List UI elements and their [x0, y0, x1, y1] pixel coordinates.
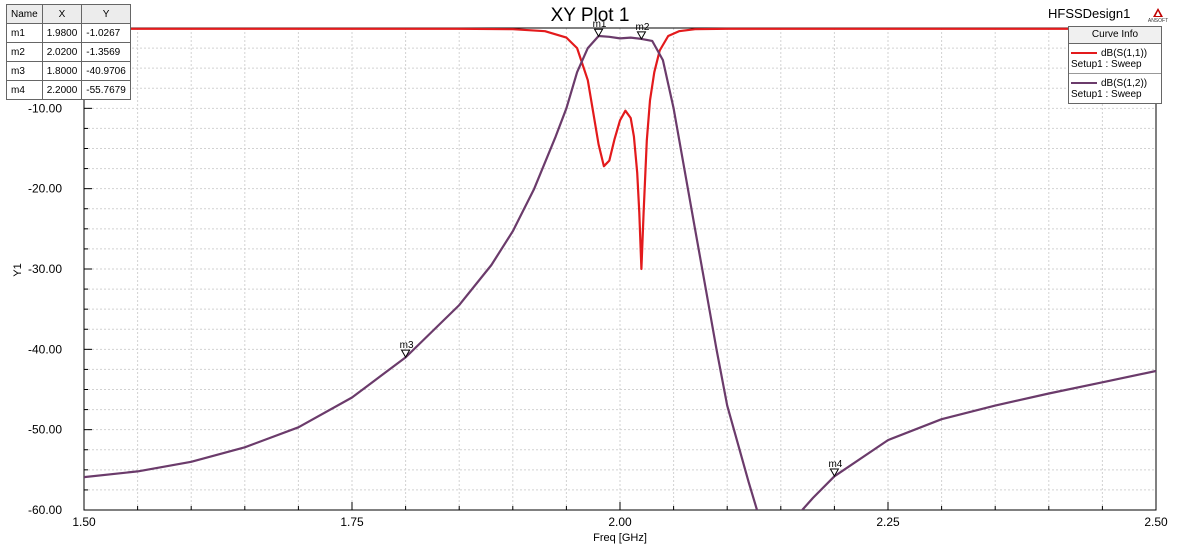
legend-title: Curve Info: [1069, 27, 1161, 44]
marker-row: m4 2.2000 -55.7679: [6, 80, 131, 100]
marker-label: m4: [828, 459, 842, 470]
marker-triangle-icon: [636, 31, 647, 40]
legend-series-name: dB(S(1,1)): [1101, 47, 1148, 59]
legend-entry-s11[interactable]: dB(S(1,1)) Setup1 : Sweep: [1069, 44, 1161, 74]
series-line-s11: [84, 27, 1156, 271]
ansoft-logo-text: ANSOFT: [1148, 18, 1168, 24]
chart-title: XY Plot 1: [551, 5, 630, 26]
marker-x: 1.8000: [41, 61, 83, 81]
legend[interactable]: Curve Info dB(S(1,1)) Setup1 : Sweep dB(…: [1068, 26, 1162, 104]
marker-table: Name X Y m1 1.9800 -1.0267 m2 2.0200 -1.…: [6, 4, 131, 100]
marker-row: m2 2.0200 -1.3569: [6, 42, 131, 62]
marker-name: m1: [6, 23, 43, 43]
markers: m1 m2 m3 m4: [400, 19, 843, 478]
series-lines: [84, 27, 1156, 510]
y-axis-label: Y1: [12, 263, 24, 276]
legend-swatch-s12: [1071, 82, 1097, 84]
x-tick-label: 2.00: [608, 515, 632, 529]
marker-row: m1 1.9800 -1.0267: [6, 23, 131, 43]
marker-x: 2.2000: [41, 80, 83, 100]
y-tick-label: -10.00: [28, 101, 62, 115]
marker-name: m3: [6, 61, 43, 81]
marker-x: 1.9800: [41, 23, 83, 43]
marker-triangle-icon: [829, 468, 840, 478]
marker-table-header-name: Name: [6, 4, 43, 24]
x-tick-label: 1.75: [340, 515, 364, 529]
marker-y: -40.9706: [81, 61, 131, 81]
legend-series-setup: Setup1 : Sweep: [1071, 89, 1142, 100]
marker-label: m2: [635, 22, 649, 33]
y-tick-label: -30.00: [28, 262, 62, 276]
x-tick-label: 1.50: [72, 515, 96, 529]
x-axis-label: Freq [GHz]: [593, 532, 647, 544]
marker-triangle-icon: [400, 349, 411, 359]
legend-series-name: dB(S(1,2)): [1101, 77, 1148, 89]
marker-triangle-icon: [593, 28, 604, 38]
marker-name: m4: [6, 80, 43, 100]
grid-lines: [84, 28, 1156, 510]
marker-table-header: Name X Y: [6, 4, 131, 24]
marker-table-header-x: X: [41, 4, 83, 24]
marker-x: 2.0200: [41, 42, 83, 62]
marker-label: m3: [400, 340, 414, 351]
design-name: HFSSDesign1: [1048, 6, 1130, 21]
ansoft-logo: ANSOFT: [1148, 8, 1168, 24]
y-tick-label: -40.00: [28, 342, 62, 356]
marker-table-header-y: Y: [81, 4, 131, 24]
marker-name: m2: [6, 42, 43, 62]
legend-swatch-s11: [1071, 52, 1097, 54]
y-tick-label: -20.00: [28, 182, 62, 196]
marker-y: -1.0267: [81, 23, 131, 43]
series-line-s12: [84, 34, 1156, 510]
legend-entry-s12[interactable]: dB(S(1,2)) Setup1 : Sweep: [1069, 74, 1161, 103]
marker-y: -55.7679: [81, 80, 131, 100]
x-tick-label: 2.50: [1144, 515, 1168, 529]
marker-row: m3 1.8000 -40.9706: [6, 61, 131, 81]
axes: -10.00 -20.00 -30.00 -40.00 -50.00 -60.00 1.50…: [28, 47, 1168, 529]
marker-label: m1: [593, 19, 607, 30]
logo-triangle-inner-icon: [1155, 11, 1161, 16]
y-tick-label: -50.00: [28, 423, 62, 437]
legend-series-setup: Setup1 : Sweep: [1071, 59, 1142, 70]
marker-y: -1.3569: [81, 42, 131, 62]
y-tick-label: -60.00: [28, 503, 62, 517]
x-tick-label: 2.25: [876, 515, 900, 529]
